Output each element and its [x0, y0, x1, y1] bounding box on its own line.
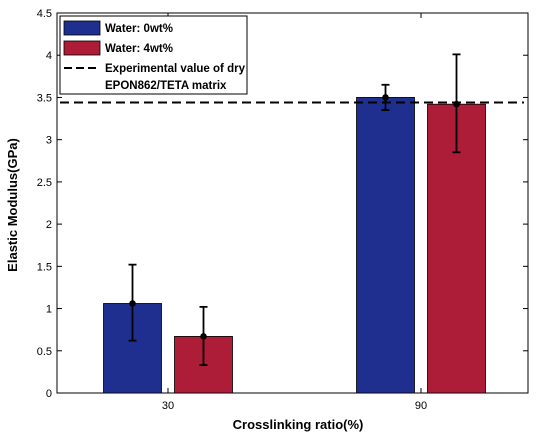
x-axis: 30 90 — [162, 13, 427, 412]
x-axis-label: Crosslinking ratio(%) — [233, 417, 364, 432]
mean-marker — [200, 333, 207, 340]
legend-label-4wt: Water: 4wt% — [105, 43, 173, 55]
y-tick-label: 1 — [46, 304, 52, 316]
legend-label-reference-2: EPON862/TETA matrix — [105, 80, 227, 92]
bar-water-0wt--90 — [356, 97, 415, 394]
x-tick-label: 30 — [162, 400, 174, 412]
mean-marker — [382, 94, 389, 101]
y-tick-label: 1.5 — [37, 261, 52, 273]
legend-swatch-0wt — [63, 20, 101, 36]
errorbars-group — [128, 53, 461, 367]
y-tick-label: 2.5 — [37, 177, 52, 189]
legend: Water: 0wt% Water: 4wt% Experimental val… — [59, 15, 248, 95]
x-tick-label: 90 — [415, 400, 427, 412]
y-tick-label: 4.5 — [37, 8, 52, 20]
y-tick-label: 0 — [46, 388, 52, 400]
y-axis-label: Elastic Modulus(GPa) — [5, 138, 20, 272]
y-tick-label: 2 — [46, 219, 52, 231]
y-axis: 0 0.5 1 1.5 2 2.5 3 3.5 4 4.5 — [37, 8, 528, 400]
legend-swatch-4wt — [63, 40, 101, 56]
y-tick-label: 3 — [46, 135, 52, 147]
legend-label-0wt: Water: 0wt% — [105, 23, 173, 35]
mean-marker — [129, 300, 136, 307]
y-tick-label: 0.5 — [37, 346, 52, 358]
legend-label-reference-1: Experimental value of dry — [105, 63, 246, 75]
y-tick-label: 3.5 — [37, 92, 52, 104]
y-tick-label: 4 — [46, 50, 52, 62]
